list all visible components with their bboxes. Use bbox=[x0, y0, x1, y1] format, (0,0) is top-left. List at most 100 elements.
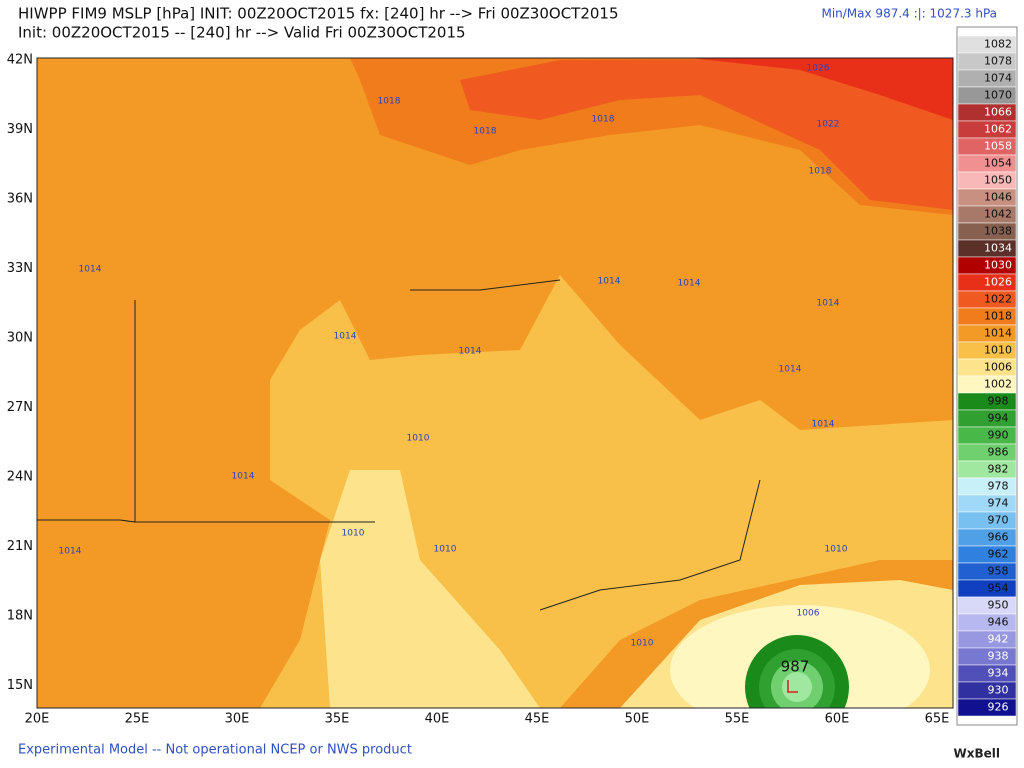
contour-label: 1018 bbox=[809, 167, 832, 177]
low-ring-986 bbox=[782, 672, 812, 702]
lat-label: 39N bbox=[7, 122, 33, 137]
footer-disclaimer: Experimental Model -- Not operational NC… bbox=[18, 743, 412, 758]
contour-label: 1010 bbox=[434, 545, 457, 555]
lon-label: 65E bbox=[925, 712, 950, 727]
colorbar-swatch bbox=[957, 698, 1017, 717]
colorbar-label: 954 bbox=[988, 582, 1009, 595]
lon-label: 60E bbox=[825, 712, 850, 727]
colorbar-label: 938 bbox=[988, 650, 1009, 663]
colorbar-label: 926 bbox=[988, 701, 1009, 714]
contour-label: 1014 bbox=[779, 365, 802, 375]
colorbar-label: 970 bbox=[988, 514, 1009, 527]
lat-label: 42N bbox=[7, 53, 33, 68]
colorbar-label: 1018 bbox=[984, 310, 1012, 323]
colorbar-label: 1062 bbox=[984, 123, 1012, 136]
colorbar-label: 1026 bbox=[984, 276, 1012, 289]
colorbar-label: 990 bbox=[988, 429, 1009, 442]
lon-label: 20E bbox=[25, 712, 50, 727]
lat-label: 24N bbox=[7, 470, 33, 485]
colorbar-label: 1070 bbox=[984, 89, 1012, 102]
min-max: Min/Max 987.4 :|: 1027.3 hPa bbox=[821, 7, 997, 21]
brand: WxBell bbox=[954, 747, 1001, 761]
lon-label: 30E bbox=[225, 712, 250, 727]
colorbar-label: 934 bbox=[988, 667, 1009, 680]
contour-label: 1006 bbox=[797, 609, 820, 619]
region-1006-west bbox=[320, 470, 540, 708]
contour-label: 1010 bbox=[407, 434, 430, 444]
colorbar-frame bbox=[956, 26, 1018, 726]
contour-label: 1014 bbox=[598, 277, 621, 287]
contour-label: 1014 bbox=[812, 420, 835, 430]
colorbar-label: 1022 bbox=[984, 293, 1012, 306]
colorbar-label: 982 bbox=[988, 463, 1009, 476]
contour-label: 1014 bbox=[678, 279, 701, 289]
contour-label: 1014 bbox=[59, 547, 82, 557]
colorbar-label: 1066 bbox=[984, 106, 1012, 119]
contour-label: 1014 bbox=[334, 332, 357, 342]
colorbar-label: 1006 bbox=[984, 361, 1012, 374]
lon-label: 55E bbox=[725, 712, 750, 727]
contour-label: 1010 bbox=[825, 545, 848, 555]
low-marker bbox=[787, 680, 798, 693]
colorbar-label: 962 bbox=[988, 548, 1009, 561]
colorbar-label: 958 bbox=[988, 565, 1009, 578]
colorbar-label: 946 bbox=[988, 616, 1009, 629]
colorbar-label: 1010 bbox=[984, 344, 1012, 357]
border bbox=[410, 279, 561, 291]
lat-label: 21N bbox=[7, 539, 33, 554]
colorbar-label: 950 bbox=[988, 599, 1009, 612]
lat-label: 30N bbox=[7, 331, 33, 346]
colorbar-label: 1050 bbox=[984, 174, 1012, 187]
header-line-1: HIWPP FIM9 MSLP [hPa] INIT: 00Z20OCT2015… bbox=[18, 5, 619, 23]
contour-label: 1014 bbox=[459, 347, 482, 357]
colorbar-label: 998 bbox=[988, 395, 1009, 408]
border bbox=[539, 479, 761, 611]
colorbar-label: 1054 bbox=[984, 157, 1012, 170]
colorbar-label: 1002 bbox=[984, 378, 1012, 391]
colorbar-label: 1038 bbox=[984, 225, 1012, 238]
header-line-2: Init: 00Z20OCT2015 -- [240] hr --> Valid… bbox=[18, 24, 466, 42]
lat-label: 27N bbox=[7, 400, 33, 415]
colorbar-label: 986 bbox=[988, 446, 1009, 459]
contour-label: 1010 bbox=[631, 639, 654, 649]
contour-label: 1014 bbox=[232, 472, 255, 482]
colorbar-label: 1058 bbox=[984, 140, 1012, 153]
lat-label: 36N bbox=[7, 192, 33, 207]
lon-label: 50E bbox=[625, 712, 650, 727]
colorbar-label: 1030 bbox=[984, 259, 1012, 272]
colorbar-label: 1082 bbox=[984, 38, 1012, 51]
colorbar-label: 1074 bbox=[984, 72, 1012, 85]
colorbar-label: 942 bbox=[988, 633, 1009, 646]
map-area bbox=[37, 58, 953, 708]
lon-label: 45E bbox=[525, 712, 550, 727]
colorbar-label: 1046 bbox=[984, 191, 1012, 204]
lon-label: 35E bbox=[325, 712, 350, 727]
contour-label: 1010 bbox=[342, 529, 365, 539]
lat-label: 15N bbox=[7, 678, 33, 693]
lon-label: 40E bbox=[425, 712, 450, 727]
colorbar-label: 966 bbox=[988, 531, 1009, 544]
contour-label: 1018 bbox=[474, 127, 497, 137]
contour-label: 1014 bbox=[79, 265, 102, 275]
region-1026 bbox=[690, 58, 953, 120]
map-frame bbox=[36, 57, 954, 709]
colorbar-label: 930 bbox=[988, 684, 1009, 697]
border bbox=[37, 519, 375, 523]
lon-label: 25E bbox=[125, 712, 150, 727]
region-1022 bbox=[460, 58, 953, 210]
colorbar-label: 1078 bbox=[984, 55, 1012, 68]
colorbar-label: 1042 bbox=[984, 208, 1012, 221]
lat-label: 33N bbox=[7, 261, 33, 276]
contour-label: 1018 bbox=[592, 115, 615, 125]
lat-label: 18N bbox=[7, 609, 33, 624]
low-center-label: 987 bbox=[781, 658, 810, 676]
contour-label: 1026 bbox=[807, 64, 830, 74]
contour-label: 1014 bbox=[817, 299, 840, 309]
contour-label: 1018 bbox=[378, 97, 401, 107]
colorbar-label: 974 bbox=[988, 497, 1009, 510]
colorbar-label: 978 bbox=[988, 480, 1009, 493]
colorbar-label: 994 bbox=[988, 412, 1009, 425]
colorbar-label: 1034 bbox=[984, 242, 1012, 255]
